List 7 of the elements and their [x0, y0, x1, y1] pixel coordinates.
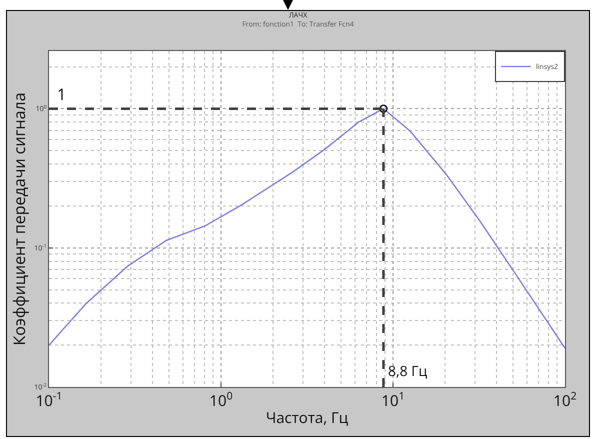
x-tick-label: 10$^{0}$ [209, 390, 233, 411]
x-axis-title: Частота, Гц [266, 408, 349, 428]
y-axis-title: Коэффициент передачи сигнала [8, 92, 30, 346]
x-tick-label: 10$^{1}$ [381, 390, 405, 411]
x-tick-label: 10$^{2}$ [553, 390, 577, 411]
ref-line-label: 8,8 Гц [388, 362, 428, 381]
ref-line-label: 1 [57, 83, 66, 105]
